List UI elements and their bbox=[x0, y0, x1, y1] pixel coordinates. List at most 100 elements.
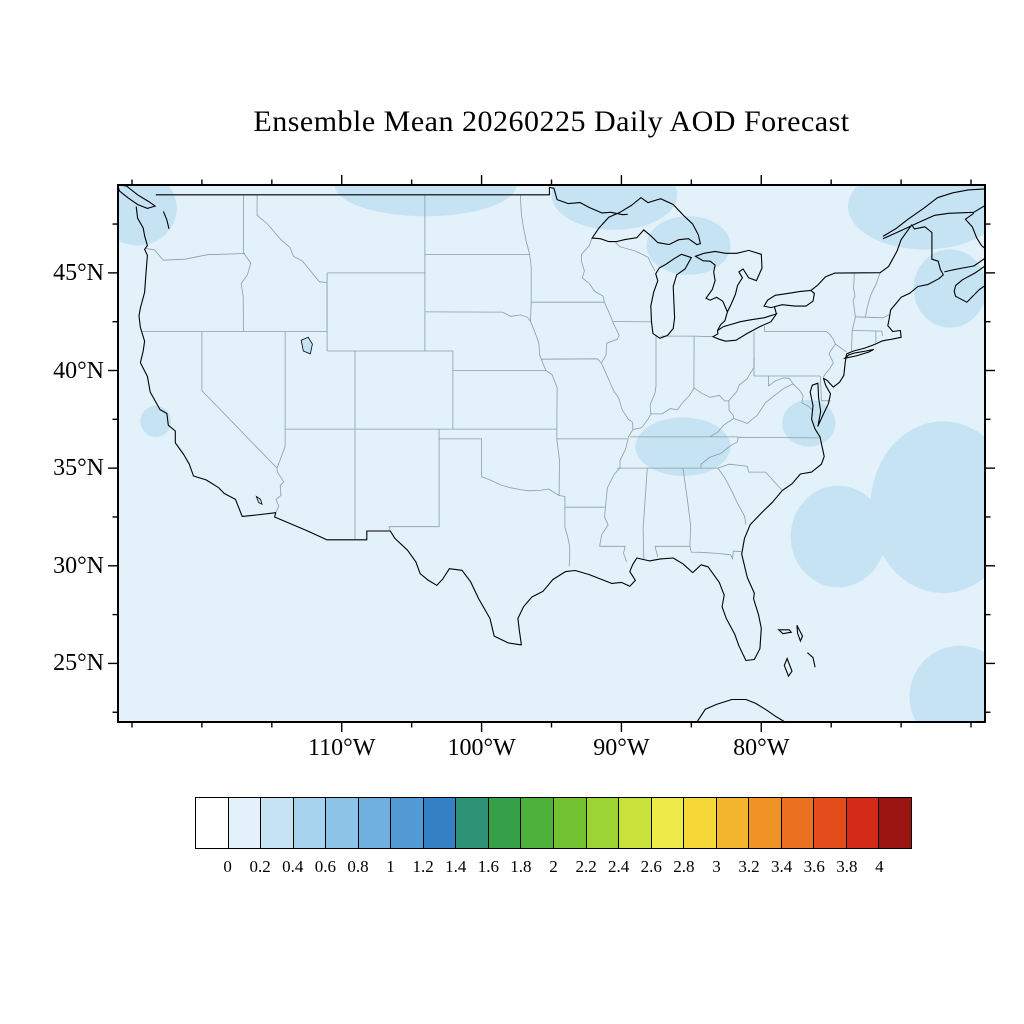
colorbar-cell bbox=[586, 798, 620, 848]
colorbar-cell bbox=[651, 798, 685, 848]
state-border bbox=[601, 362, 634, 430]
colorbar-cell bbox=[879, 798, 912, 848]
colorbar-cell bbox=[749, 798, 782, 848]
lat-tick-label: 30°N bbox=[53, 552, 104, 579]
colorbar-cell bbox=[293, 798, 327, 848]
coastline bbox=[155, 186, 628, 216]
state-border bbox=[649, 336, 657, 414]
coastline bbox=[882, 188, 985, 237]
aod-patch bbox=[870, 421, 985, 594]
lake-outline bbox=[796, 625, 804, 643]
colorbar-cell bbox=[846, 798, 880, 848]
state-border bbox=[852, 330, 882, 332]
state-border bbox=[540, 358, 602, 364]
state-border bbox=[655, 545, 742, 561]
state-border bbox=[717, 463, 782, 490]
state-border bbox=[642, 468, 648, 560]
colorbar-cell bbox=[228, 798, 262, 848]
colorbar-cell bbox=[781, 798, 815, 848]
state-border bbox=[240, 194, 252, 332]
colorbar-tick-label: 0.4 bbox=[282, 857, 304, 876]
state-border bbox=[865, 272, 881, 318]
colorbar-cell bbox=[423, 798, 457, 848]
aod-patch bbox=[551, 185, 678, 230]
lake-outline bbox=[694, 249, 763, 314]
aod-patch bbox=[334, 185, 517, 217]
colorbar-cell bbox=[456, 798, 489, 848]
lake-outline bbox=[711, 312, 778, 342]
colorbar-tick-label: 0.2 bbox=[249, 857, 271, 876]
colorbar-tick-label: 1 bbox=[386, 857, 395, 876]
colorbar-tick-label: 0.8 bbox=[347, 857, 369, 876]
state-border bbox=[792, 383, 814, 411]
colorbar-tick-label: 1.2 bbox=[412, 857, 434, 876]
colorbar-tick-label: 1.8 bbox=[510, 857, 532, 876]
colorbar-tick-label: 4 bbox=[875, 857, 884, 876]
state-border bbox=[728, 400, 735, 419]
colorbar-cell bbox=[619, 798, 652, 848]
colorbar-tick-label: 3.8 bbox=[836, 857, 858, 876]
colorbar-tick-label: 1.6 bbox=[477, 857, 499, 876]
colorbar-labels: 0 0.2 0.4 0.6 0.8 1 1.2 1.4 1.6 1.8 2 2.2 2.4 2.6 2.8 3… bbox=[195, 857, 912, 881]
colorbar-cell bbox=[521, 798, 555, 848]
lat-tick-label: 25°N bbox=[53, 650, 104, 677]
colorbar-tick-label: 2.8 bbox=[673, 857, 695, 876]
state-border bbox=[738, 436, 821, 439]
lon-tick-label: 110°W bbox=[308, 735, 376, 761]
state-border bbox=[855, 314, 890, 319]
coastline bbox=[882, 205, 985, 240]
aod-patch bbox=[790, 485, 886, 588]
coastline bbox=[964, 212, 985, 249]
state-border bbox=[581, 237, 605, 303]
colorbar bbox=[195, 797, 912, 849]
state-border bbox=[439, 438, 482, 477]
colorbar-cell bbox=[488, 798, 522, 848]
state-border bbox=[881, 331, 883, 336]
lake-outline bbox=[777, 629, 793, 635]
colorbar-tick-label: 2.4 bbox=[608, 857, 630, 876]
state-border bbox=[424, 311, 531, 322]
colorbar-tick-label: 3.2 bbox=[738, 857, 760, 876]
state-border bbox=[481, 476, 560, 496]
coastline bbox=[717, 311, 728, 331]
colorbar-tick-label: 3 bbox=[712, 857, 721, 876]
lake-outline bbox=[783, 657, 793, 678]
state-border bbox=[145, 248, 246, 261]
lake-outline bbox=[763, 289, 815, 309]
state-border bbox=[559, 495, 571, 567]
colorbar-cell bbox=[261, 798, 294, 848]
state-border bbox=[256, 194, 328, 332]
colorbar-cell bbox=[196, 798, 229, 848]
lat-tick-label: 35°N bbox=[53, 455, 104, 482]
colorbar-tick-label: 1.4 bbox=[445, 857, 467, 876]
colorbar-tick-label: 3.4 bbox=[771, 857, 793, 876]
colorbar-cell bbox=[326, 798, 359, 848]
state-border bbox=[700, 436, 739, 469]
aod-patch bbox=[909, 645, 985, 722]
state-border bbox=[529, 254, 532, 303]
state-border bbox=[604, 302, 613, 322]
state-border bbox=[519, 194, 531, 255]
state-border bbox=[623, 546, 627, 563]
lake-outline bbox=[591, 197, 702, 246]
coastline bbox=[135, 206, 944, 662]
colorbar-tick-label: 3.6 bbox=[803, 857, 825, 876]
colorbar-cell bbox=[358, 798, 392, 848]
figure-title: Ensemble Mean 20260225 Daily AOD Forecas… bbox=[253, 105, 850, 138]
colorbar-cell bbox=[554, 798, 587, 848]
colorbar-cell bbox=[716, 798, 750, 848]
state-border bbox=[764, 326, 827, 332]
state-border bbox=[615, 241, 656, 272]
aod-patch bbox=[635, 417, 731, 477]
coastline bbox=[773, 306, 777, 315]
lake bbox=[300, 336, 313, 355]
lon-tick-label: 80°W bbox=[733, 735, 790, 761]
state-border bbox=[682, 468, 692, 547]
map-canvas bbox=[118, 185, 985, 722]
state-border bbox=[275, 429, 286, 513]
state-border bbox=[654, 546, 659, 558]
colorbar-cell bbox=[684, 798, 717, 848]
aod-patch bbox=[646, 216, 731, 275]
state-border bbox=[388, 429, 440, 532]
